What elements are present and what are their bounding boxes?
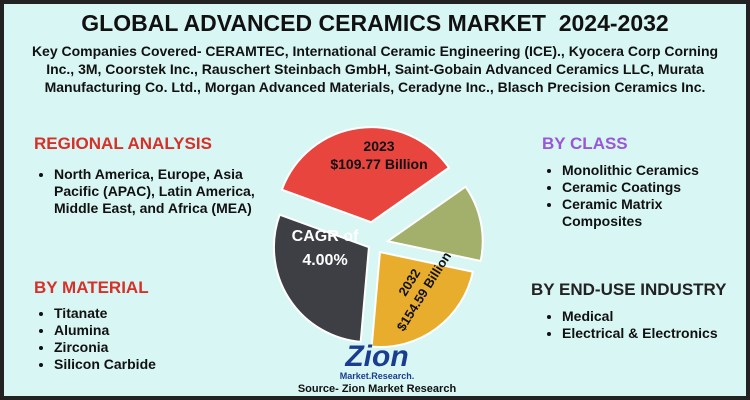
list-item: Ceramic Coatings — [562, 179, 742, 196]
pie-label: 4.00% — [302, 252, 347, 269]
list: Monolithic Ceramics Ceramic Coatings Cer… — [542, 162, 742, 230]
companies-line: Manufacturing Co. Ltd., Morgan Advanced … — [44, 79, 706, 95]
section-title: BY CLASS — [542, 134, 628, 153]
pie-label: 2023 — [363, 138, 394, 154]
list-item: Medical — [562, 308, 718, 325]
pie-slice — [280, 126, 451, 224]
list-item: North America, Europe, Asia Pacific (APA… — [54, 166, 269, 217]
companies: Key Companies Covered- CERAMTEC, Interna… — [4, 42, 746, 96]
pie-graphic: 2023 $109.77 Billion CAGR of 4.00% 2032 … — [272, 126, 484, 395]
list-item: Alumina — [54, 322, 156, 339]
source: Source- Zion Market Research — [298, 383, 457, 395]
companies-line: Key Companies Covered- CERAMTEC, Interna… — [31, 43, 719, 59]
list-item: Titanate — [54, 305, 156, 322]
pie-slice — [370, 250, 475, 349]
logo-name: Zion — [344, 340, 408, 373]
list: Medical Electrical & Electronics — [542, 308, 718, 342]
list-item: Monolithic Ceramics — [562, 162, 742, 179]
section-title: REGIONAL ANALYSIS — [34, 134, 212, 153]
section-title: BY END-USE INDUSTRY — [531, 280, 727, 299]
list-item: Silicon Carbide — [54, 356, 156, 373]
pie-label: CAGR of — [292, 228, 359, 245]
pie-slice — [272, 213, 371, 343]
list-item: Ceramic Matrix Composites — [562, 196, 682, 230]
pie-slice — [385, 185, 484, 263]
list: Titanate Alumina Zirconia Silicon Carbid… — [34, 305, 156, 373]
companies-line: Inc., 3M, Coorstek Inc., Rauschert Stein… — [46, 61, 704, 77]
pie-label: $109.77 Billion — [330, 156, 427, 172]
list-item: Zirconia — [54, 339, 156, 356]
list: North America, Europe, Asia Pacific (APA… — [34, 166, 269, 217]
title: GLOBAL ADVANCED CERAMICS MARKET 2024-203… — [81, 10, 669, 36]
pie — [272, 126, 484, 349]
section-title: BY MATERIAL — [34, 278, 149, 297]
list-item: Electrical & Electronics — [562, 325, 718, 342]
logo-tagline: Market.Research. — [340, 371, 415, 381]
